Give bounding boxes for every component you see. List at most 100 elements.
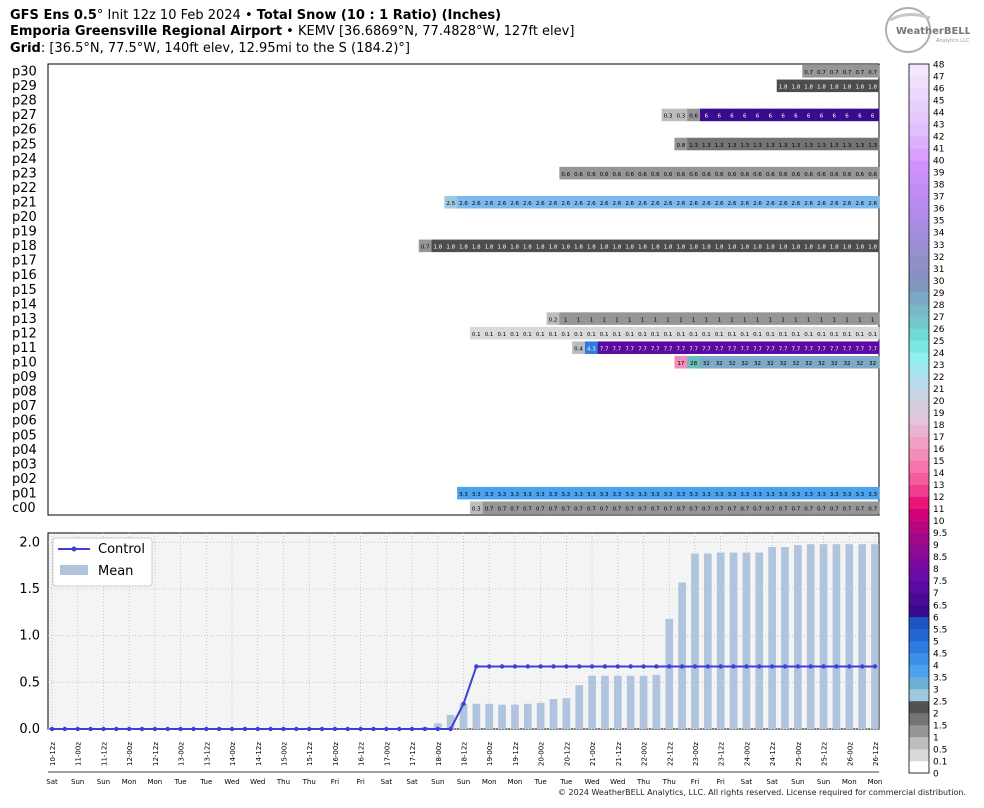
heatmap-cell-value: 1.8 [830,85,839,91]
heatmap-cell-value: 1.8 [434,245,443,251]
heatmap-cell [776,108,790,122]
heatmap-cell [763,326,778,340]
heatmap-cell-value: 0.6 [664,172,673,178]
heatmap-cell [636,166,650,180]
control-point [782,664,788,669]
heatmap-cell-value: 1 [590,317,594,323]
heatmap-cell-value: 2.6 [472,201,481,207]
heatmap-cell-value: 1 [577,317,581,323]
heatmap-cell-value: 1.8 [868,245,877,251]
control-point [409,726,415,732]
heatmap-cell-value: 0.1 [766,332,775,338]
heatmap-cell-value: 0.7 [574,507,583,513]
control-point [692,664,698,669]
heatmap-cell [674,486,688,500]
heatmap-cell [815,312,829,325]
colorbar-tick-label: 3.5 [933,673,947,683]
heatmap-cell-value: 1 [743,317,747,323]
heatmap-cell [495,486,509,500]
heatmap-cell [776,355,790,369]
colorbar-tick-label: 7.5 [933,577,947,587]
heatmap-cell-value: 2.6 [561,201,570,207]
heatmap-cell-value: 7.7 [600,346,609,352]
heatmap-cell-value: 0.6 [817,172,826,178]
heatmap-row-label: p13 [12,312,37,327]
heatmap-cell [610,326,624,340]
heatmap-cell [482,501,496,514]
colorbar-tick-label: 3 [933,685,939,695]
heatmap-cell [546,501,560,514]
heatmap-cell [521,486,535,500]
heatmap-cell [866,326,880,340]
mean-bar [858,544,866,729]
control-point [525,664,530,669]
heatmap-cell [866,341,880,354]
heatmap-row-label: p15 [12,283,37,298]
heatmap-cell-value: 1 [564,317,568,323]
heatmap-cell [815,355,829,369]
control-point [62,726,68,732]
x-tick-label: 21-12z [615,742,623,766]
mean-bar [832,544,841,729]
heatmap-row-label: p25 [12,137,37,152]
heatmap-cell-value: 2.6 [779,201,788,207]
mean-bar [742,552,751,729]
colorbar-segment [909,376,929,389]
heatmap-cell-value: 2.6 [843,201,852,207]
heatmap-cell-value: 32 [728,361,735,367]
day-label: Wed [224,778,239,786]
heatmap-cell [738,108,752,122]
heatmap-cell-value: 0.1 [855,332,864,338]
heatmap-cell [700,341,714,354]
heatmap-cell-value: 3.3 [664,492,673,498]
heatmap-cell [533,501,547,514]
heatmap-cell [687,108,701,122]
heatmap-row-label: p01 [12,486,37,501]
heatmap-row-label: p14 [12,297,37,312]
colorbar-tick-label: 9 [933,541,939,551]
colorbar-tick-label: 46 [933,85,945,95]
heatmap-cell [482,486,496,500]
heatmap-cell [763,341,778,354]
heatmap-cell-value: 0.1 [587,332,596,338]
colorbar-tick-label: 18 [933,421,945,431]
day-label: Sun [71,778,84,786]
heatmap-cell [584,312,599,325]
heatmap-cell [738,195,752,209]
heatmap-cell [533,486,547,500]
mean-bar [652,674,661,729]
heatmap-cell-value: 1 [807,317,811,323]
heatmap-cell [866,108,880,122]
heatmap-cell-value: 0.1 [574,332,583,338]
legend-mean-label: Mean [98,564,133,579]
day-label: Wed [584,778,599,786]
heatmap-cell [866,239,880,253]
heatmap-cell [725,486,739,500]
heatmap-cell-value: 1 [756,317,760,323]
control-point [332,726,338,732]
mean-bar [523,703,532,729]
heatmap-cell-value: 0.1 [549,332,558,338]
heatmap-cell [444,195,458,209]
heatmap-cell [815,79,829,93]
x-tick-label: 18-12z [461,742,469,766]
header-line-1: GFS Ens 0.5° Init 12z 10 Feb 2024 • Tota… [10,8,501,24]
colorbar-tick-label: 19 [933,409,945,419]
colorbar-tick-label: 48 [933,61,945,71]
heatmap-cell-value: 6 [845,114,849,120]
heatmap-cell [738,341,752,354]
colorbar-segment [909,556,929,570]
heatmap-cell [508,486,522,500]
heatmap-cell [776,195,790,209]
control-point [75,726,80,732]
heatmap-cell-value: 1.8 [792,85,801,91]
heatmap-cell [789,326,803,340]
heatmap-cell-value: 7.7 [715,346,724,352]
heatmap-cell-value: 1.8 [843,245,852,251]
control-point [705,664,711,669]
heatmap-cell-value: 2.6 [523,201,532,207]
heatmap-cell [853,312,867,325]
heatmap-cell-value: 2.6 [485,201,494,207]
heatmap-cell [610,486,624,500]
heatmap-row-label: p08 [12,385,37,400]
